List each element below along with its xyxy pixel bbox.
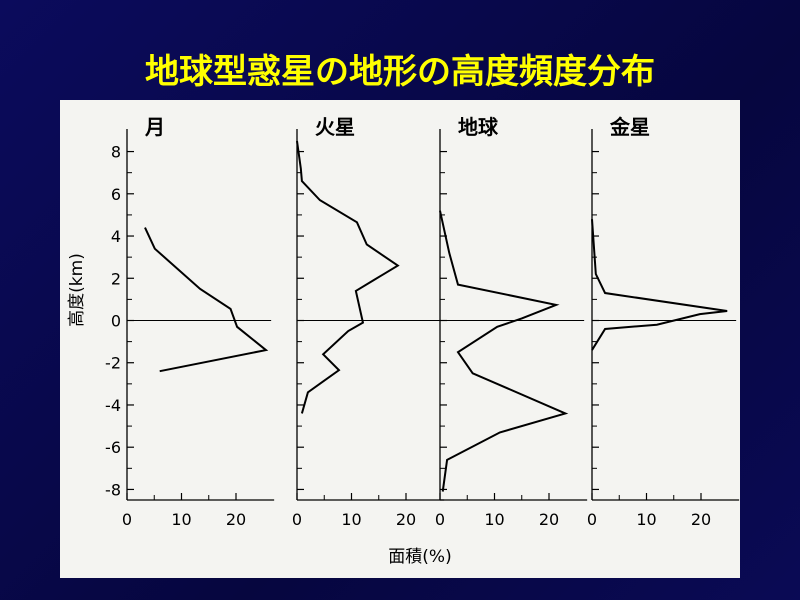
x-tick-label: 20 [226, 510, 246, 529]
y-tick-label: -2 [105, 354, 121, 373]
profile-line [591, 219, 728, 351]
figure-background [60, 100, 740, 578]
x-tick-label: 10 [171, 510, 191, 529]
y-tick-label: 0 [111, 312, 121, 331]
y-tick-label: -6 [105, 438, 121, 457]
x-tick-label: 10 [341, 510, 361, 529]
y-tick-label: -4 [105, 396, 121, 415]
y-tick-label: -8 [105, 480, 121, 499]
y-tick-label: 8 [111, 143, 121, 162]
profile-line [439, 210, 569, 492]
x-tick-label: 20 [539, 510, 559, 529]
profile-line [296, 140, 400, 414]
panel-title: 月 [144, 115, 165, 139]
x-tick-label: 20 [396, 510, 416, 529]
x-tick-label: 0 [292, 510, 302, 529]
x-tick-label: 10 [636, 510, 656, 529]
x-tick-label: 20 [691, 510, 711, 529]
x-tick-label: 0 [587, 510, 597, 529]
x-tick-label: 10 [484, 510, 504, 529]
panel-title: 金星 [609, 115, 650, 139]
y-axis-label: 高度(km) [67, 253, 87, 327]
panel-title: 火星 [315, 115, 355, 139]
x-tick-label: 0 [435, 510, 445, 529]
slide-title: 地球型惑星の地形の高度頻度分布 [145, 52, 655, 92]
y-tick-label: 2 [111, 269, 121, 288]
y-tick-label: 4 [111, 227, 121, 246]
profile-line [144, 227, 269, 373]
x-axis-label: 面積(%) [388, 547, 451, 567]
x-tick-label: 0 [122, 510, 132, 529]
y-tick-label: 6 [111, 185, 121, 204]
panel-title: 地球 [458, 115, 499, 139]
